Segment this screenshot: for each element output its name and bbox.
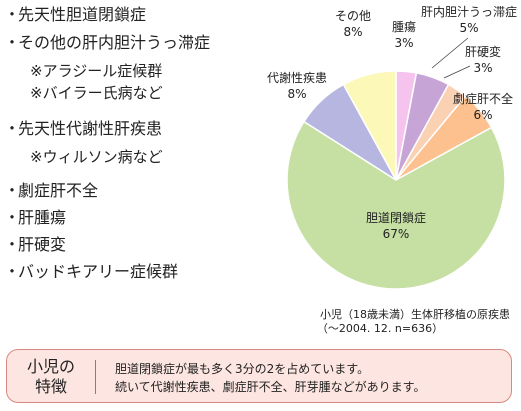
list-item: ・肝腫瘍 (4, 208, 67, 227)
feature-box-text: 胆道閉鎖症が最も多く3分の2を占めています。 続いて代謝性疾患、劇症肝不全、肝芽… (115, 362, 426, 394)
leader-line (443, 65, 471, 79)
chart-subtitle: （〜2004. 12. n=636） (316, 322, 444, 335)
pie-slice (342, 70, 397, 181)
slice-value-label: 3% (473, 61, 492, 75)
slice-value-label: 8% (343, 25, 362, 39)
feature-box-title: 小児の 特徴 (26, 357, 75, 396)
pie-chart: 腫瘍 3% 肝内胆汁うっ滞症 5% 肝硬変 3% 劇症肝不全 6% 胆道閉鎖症 67% 代謝性疾患 8… (267, 4, 517, 290)
list-item: ・バッドキアリー症候群 (4, 262, 179, 281)
slice-label: その他 (335, 9, 371, 23)
slice-value-label: 67% (383, 227, 410, 241)
chart-title: 小児（18歳未満）生体肝移植の原疾患 (320, 308, 510, 321)
slice-value-label: 3% (394, 36, 413, 50)
list-item: ・その他の肝内胆汁うっ滞症 (4, 33, 211, 52)
slice-label: 胆道閉鎖症 (366, 210, 426, 225)
slice-value-label: 8% (287, 87, 306, 101)
list-subitem: ※バイラー氏病など (30, 84, 163, 102)
list-item: ・劇症肝不全 (4, 181, 99, 200)
slice-label: 肝硬変 (465, 44, 501, 59)
slice-label: 腫瘍 (392, 19, 416, 34)
list-subitem: ※ウィルソン病など (30, 148, 163, 166)
slice-value-label: 5% (459, 21, 478, 35)
slice-label: 肝内胆汁うっ滞症 (421, 4, 517, 19)
slice-label: 劇症肝不全 (453, 91, 513, 106)
feature-box-divider (95, 360, 96, 394)
list-item: ・肝硬変 (4, 235, 67, 254)
feature-box: 小児の 特徴 胆道閉鎖症が最も多く3分の2を占めています。 続いて代謝性疾患、劇… (6, 349, 512, 403)
pie-slice (286, 120, 506, 290)
list-item: ・先天性代謝性肝疾患 (4, 119, 163, 138)
list-item: ・先天性胆道閉鎖症 (4, 5, 147, 24)
slice-label: 代謝性疾患 (267, 70, 327, 85)
slice-value-label: 6% (473, 108, 492, 122)
list-subitem: ※アラジール症候群 (30, 62, 163, 80)
leader-line (431, 37, 469, 69)
